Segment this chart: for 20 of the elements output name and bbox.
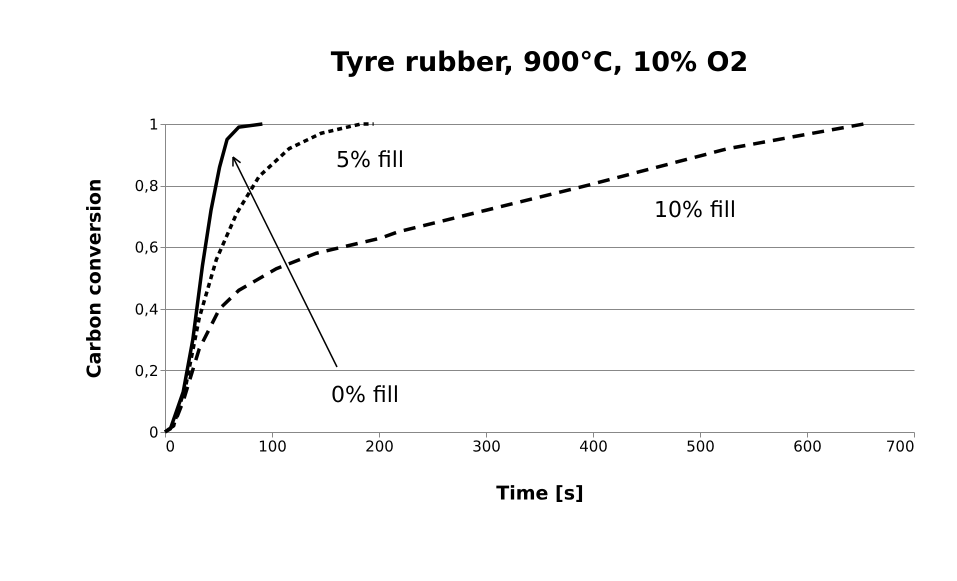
x-tick-label: 200 (365, 438, 394, 456)
x-tick-label: 600 (793, 438, 822, 456)
y-tick-label: 0,8 (134, 177, 158, 196)
x-tick-label: 0 (166, 438, 176, 456)
y-tick-label: 0,4 (134, 300, 158, 318)
x-tick-label: 700 (886, 438, 914, 456)
y-axis-title: Carbon conversion (84, 178, 106, 378)
y-tick-label: 0,2 (134, 362, 158, 380)
x-axis-title: Time [s] (496, 482, 584, 504)
y-tick-label: 0,6 (134, 238, 158, 257)
annotation: 0% fill (331, 383, 399, 408)
y-tick-label: 0 (148, 424, 158, 442)
y-tick-label: 1 (148, 116, 158, 134)
x-tick-label: 100 (258, 438, 287, 456)
annotation: 5% fill (336, 148, 404, 173)
x-tick-label: 300 (472, 438, 501, 456)
x-tick-label: 500 (686, 438, 715, 456)
x-tick-label: 400 (579, 438, 608, 456)
annotation: 10% fill (654, 198, 736, 223)
chart-title: Tyre rubber, 900°C, 10% O2 (330, 47, 748, 78)
